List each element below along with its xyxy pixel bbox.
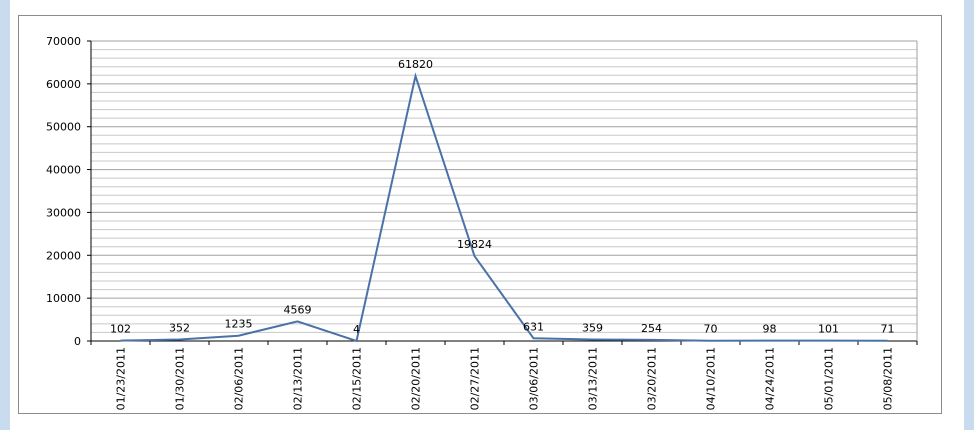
x-tick-label: 02/15/2011 [351, 347, 364, 410]
data-label: 98 [763, 323, 777, 336]
data-label: 352 [169, 321, 190, 334]
plot-area [91, 41, 917, 341]
x-tick-label: 05/08/2011 [882, 347, 895, 410]
y-tick-label: 20000 [46, 249, 81, 262]
x-tick-label: 02/27/2011 [469, 347, 482, 410]
data-label: 4 [353, 323, 360, 336]
data-label: 1235 [225, 318, 253, 331]
y-tick-label: 30000 [46, 206, 81, 219]
y-axis-ticks: 0 10000 20000 30000 40000 50000 60000 70000 [46, 35, 91, 348]
data-label: 70 [704, 323, 718, 336]
y-tick-label: 60000 [46, 78, 81, 91]
data-label: 631 [523, 320, 544, 333]
x-tick-label: 05/01/2011 [823, 347, 836, 410]
x-tick-label: 04/10/2011 [705, 347, 718, 410]
x-tick-label: 01/30/2011 [174, 347, 187, 410]
x-tick-label: 02/20/2011 [410, 347, 423, 410]
y-tick-label: 10000 [46, 292, 81, 305]
y-tick-label: 0 [74, 335, 81, 348]
data-label: 102 [110, 323, 131, 336]
x-tick-label: 01/23/2011 [115, 347, 128, 410]
series-line [120, 72, 888, 343]
data-label: 4569 [284, 303, 312, 316]
x-tick-label: 03/06/2011 [528, 347, 541, 410]
x-tick-label: 03/13/2011 [587, 347, 600, 410]
x-axis-ticks: 01/23/2011 01/30/2011 02/06/2011 02/13/2011… [90, 341, 918, 410]
y-tick-label: 40000 [46, 164, 81, 177]
x-tick-label: 03/20/2011 [646, 347, 659, 410]
x-tick-label: 02/06/2011 [233, 347, 246, 410]
x-tick-label: 02/13/2011 [292, 347, 305, 410]
grid-lines [91, 40, 917, 341]
data-label: 101 [818, 323, 839, 336]
data-label: 61820 [398, 58, 433, 71]
data-labels: 102 352 1235 4569 4 61820 19824 631 359 254 70 98 10… [110, 58, 895, 336]
data-label: 19824 [457, 238, 492, 251]
data-label: 359 [582, 321, 603, 334]
y-tick-label: 70000 [46, 35, 81, 48]
x-tick-label: 04/24/2011 [764, 347, 777, 410]
data-label: 71 [881, 323, 895, 336]
data-label: 254 [641, 322, 662, 335]
y-tick-label: 50000 [46, 121, 81, 134]
